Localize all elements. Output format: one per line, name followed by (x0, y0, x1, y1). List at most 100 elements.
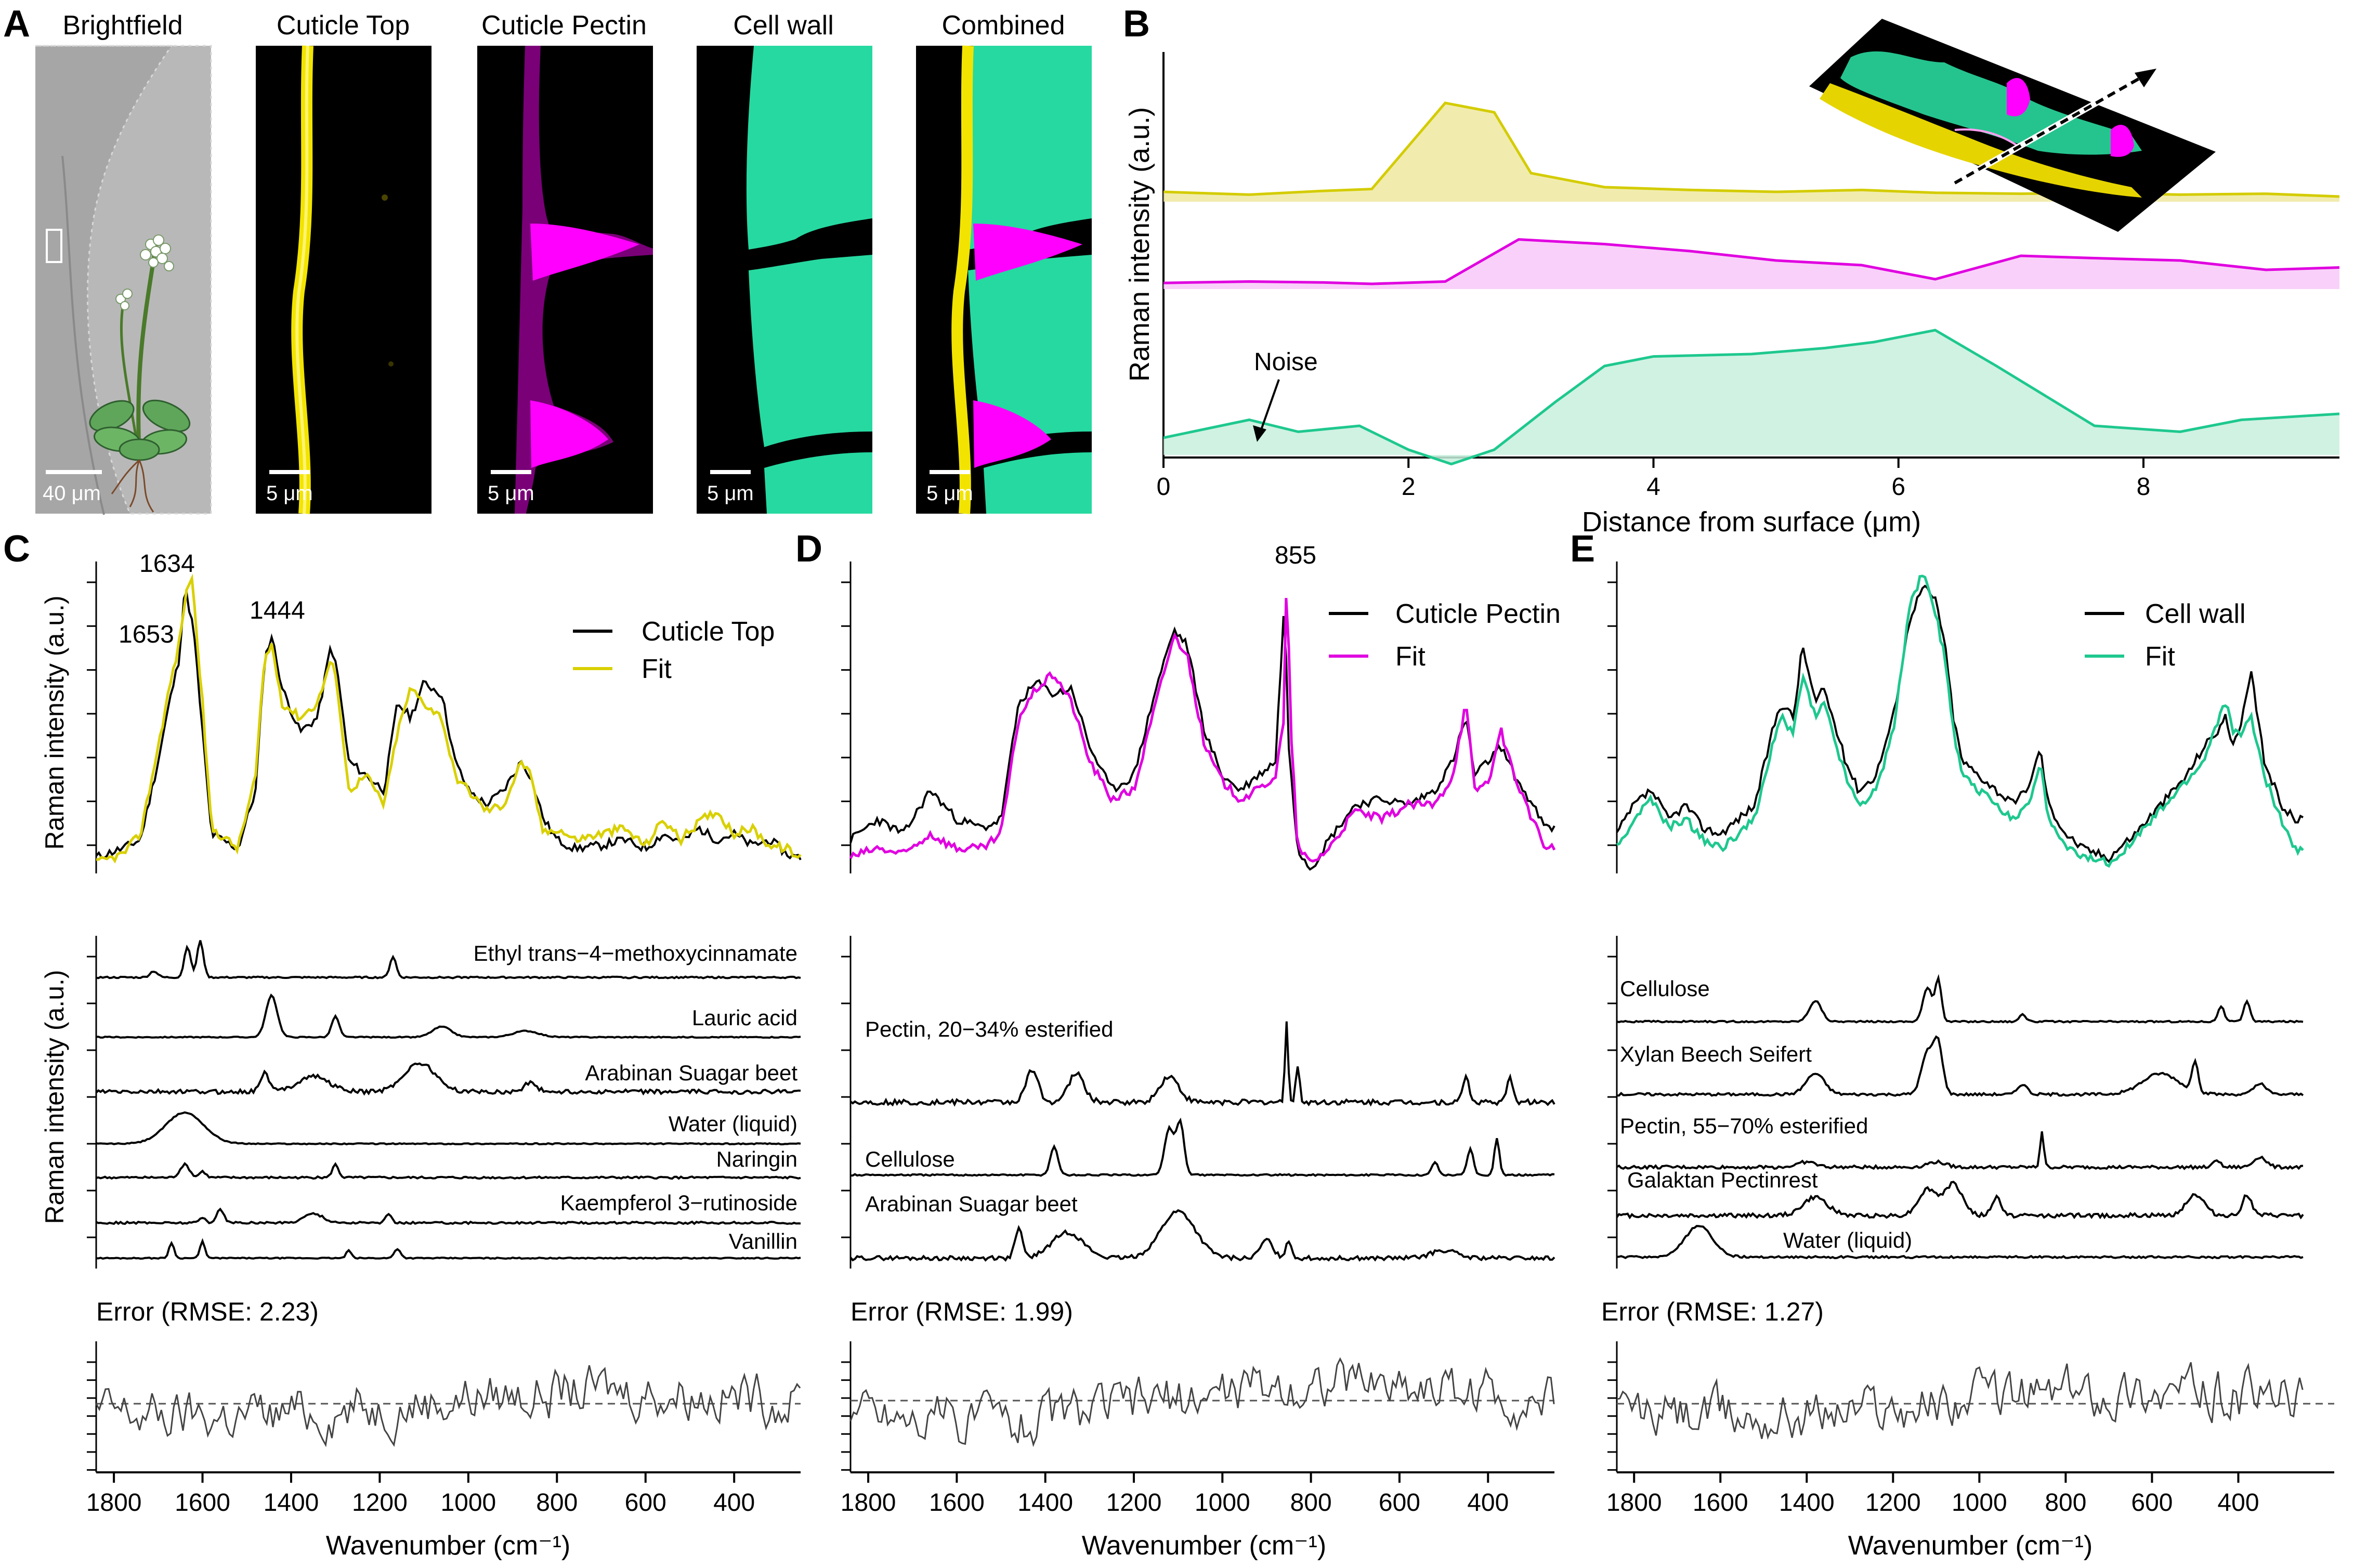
panel-d-components: Pectin, 20−34% esterified Cellulose Arabin… (849, 1017, 1555, 1262)
panel-a: Brightfield Cuticle Top Cuticle Pectin C… (35, 10, 1092, 515)
e-component-label: Xylan Beech Seifert (1620, 1042, 1812, 1066)
e-xtick-label: 1400 (1779, 1489, 1835, 1517)
panel-c-spectra (95, 573, 802, 864)
panel-b-xtick-label: 8 (2137, 473, 2151, 501)
panel-c: 1634 1653 1444 Cuticle Top Fit Raman int… (40, 550, 802, 1561)
tile-title-brightfield: Brightfield (62, 10, 182, 41)
c-component-trace (96, 940, 801, 979)
panel-c-ylabel-components: Raman intensity (a.u.) (40, 970, 69, 1224)
e-xtick-label: 800 (2045, 1489, 2086, 1517)
c-xtick-label: 1600 (175, 1489, 230, 1517)
c-component-trace (96, 993, 801, 1039)
e-component-label: Pectin, 55−70% esterified (1620, 1114, 1868, 1138)
panel-d-error-trace (849, 1357, 1555, 1447)
panel-e-components: Cellulose Xylan Beech Seifert Pectin, 55−7… (1616, 974, 2304, 1260)
panel-c-x-ticks: 1800 1600 1400 1200 1000 800 600 400 (86, 581, 755, 1517)
legend-fit-e: Fit (2145, 642, 2175, 672)
e-error-line (1616, 1362, 2304, 1440)
error-label-d: Error (RMSE: 1.99) (851, 1297, 1073, 1326)
scalebar-label-brightfield: 40 μm (43, 482, 101, 505)
e-xtick-label: 1000 (1952, 1489, 2007, 1517)
panel-c-error-axes (95, 1341, 801, 1473)
panel-b-line-2 (1163, 329, 2340, 466)
panel-c-xlabel: Wavenumber (cm⁻¹) (326, 1531, 570, 1561)
c-component-trace (95, 1062, 801, 1096)
peak-label-1444: 1444 (250, 597, 305, 624)
panel-b-xtick-label: 6 (1891, 473, 1905, 501)
panel-d-legend: Cuticle Pectin Fit (1329, 599, 1561, 672)
combined-image: 5 μm (916, 45, 1092, 514)
c-component-label: Water (liquid) (669, 1112, 797, 1136)
panel-b-line-1 (1163, 238, 2340, 285)
peak-label-1634: 1634 (139, 550, 195, 578)
panel-c-components: Ethyl trans−4−methoxycinnamate Lauric aci… (95, 940, 801, 1260)
plant-illustration (89, 234, 191, 513)
d-xtick-label: 1000 (1195, 1489, 1250, 1517)
panel-e-x-ticks: 1800 1600 1400 1200 1000 800 600 400 (1606, 581, 2259, 1517)
panel-b-xtick-label: 0 (1157, 473, 1171, 501)
tile-title-cuticle-pectin: Cuticle Pectin (481, 10, 647, 41)
e-xtick-label: 1800 (1606, 1489, 1662, 1517)
c-component-trace (96, 1207, 801, 1225)
panel-d: 855 Cuticle Pectin Fit Pectin, 20−34% es… (841, 542, 1561, 1561)
panel-b-xtick-label: 4 (1646, 473, 1660, 501)
panel-letter-a: A (3, 3, 30, 45)
d-xtick-label: 1400 (1017, 1489, 1073, 1517)
panel-e-error-axes (1616, 1341, 2334, 1473)
c-component-label: Lauric acid (692, 1005, 797, 1030)
scalebar-label-cuticle-pectin: 5 μm (488, 482, 534, 505)
tile-title-cuticle-top: Cuticle Top (277, 10, 410, 41)
c-component-label: Arabinan Suagar beet (585, 1061, 797, 1085)
error-label-c: Error (RMSE: 2.23) (96, 1297, 319, 1326)
panel-b-area-1 (1163, 239, 2339, 289)
d-component-trace (849, 1021, 1555, 1107)
peak-label-855: 855 (1275, 542, 1316, 569)
scalebar-label-combined: 5 μm (926, 482, 973, 505)
panel-b-x-ticks: 0 2 4 6 8 (1157, 458, 2151, 501)
panel-d-error-axes (849, 1341, 1554, 1473)
panel-b-ylabel: Raman intensity (a.u.) (1124, 107, 1155, 382)
e-xtick-label: 400 (2217, 1489, 2259, 1517)
noise-annotation: Noise (1254, 348, 1318, 376)
d-spectrum-fit (849, 598, 1556, 863)
c-component-trace (96, 1111, 801, 1146)
e-xtick-label: 1600 (1693, 1489, 1748, 1517)
d-xtick-label: 1200 (1106, 1489, 1162, 1517)
e-xtick-label: 600 (2131, 1489, 2173, 1517)
peak-label-1653: 1653 (119, 621, 174, 648)
scalebar-label-cuticle-top: 5 μm (266, 482, 313, 505)
panel-e-legend: Cell wall Fit (2085, 599, 2246, 672)
e-component-label: Water (liquid) (1783, 1228, 1912, 1252)
d-spectrum-measured (849, 616, 1555, 871)
panel-b-xlabel: Distance from surface (μm) (1582, 506, 1921, 538)
scalebar-label-cell-wall: 5 μm (707, 482, 754, 505)
d-component-trace (850, 1117, 1555, 1177)
brightfield-image: 40 μm (35, 45, 212, 515)
legend-cuticle-top: Cuticle Top (642, 617, 775, 647)
d-xtick-label: 1800 (841, 1489, 896, 1517)
e-component-label: Galaktan Pectinrest (1627, 1168, 1818, 1192)
c-xtick-label: 600 (625, 1489, 666, 1517)
e-spectrum-fit (1616, 574, 2304, 868)
c-error-line (95, 1365, 801, 1447)
panel-c-legend: Cuticle Top Fit (573, 617, 775, 684)
cell-wall-image: 5 μm (697, 46, 872, 514)
e-component-label: Cellulose (1620, 976, 1710, 1001)
c-xtick-label: 1000 (440, 1489, 496, 1517)
d-xtick-label: 600 (1379, 1489, 1420, 1517)
legend-fit-d: Fit (1395, 642, 1426, 672)
c-component-label: Kaempferol 3−rutinoside (560, 1191, 797, 1215)
d-error-line (849, 1357, 1555, 1447)
panel-e-spectra (1616, 574, 2304, 868)
c-xtick-label: 400 (713, 1489, 755, 1517)
panel-letter-e: E (1570, 528, 1595, 570)
e-component-trace (1616, 1181, 2304, 1220)
e-spectrum-measured (1616, 584, 2304, 864)
panel-letter-c: C (3, 528, 30, 570)
panel-b-xtick-label: 2 (1402, 473, 1416, 501)
panel-c-error-trace (95, 1365, 801, 1447)
tile-title-cell-wall: Cell wall (733, 10, 834, 41)
d-xtick-label: 1600 (929, 1489, 985, 1517)
c-spectrum-fit (96, 573, 802, 864)
